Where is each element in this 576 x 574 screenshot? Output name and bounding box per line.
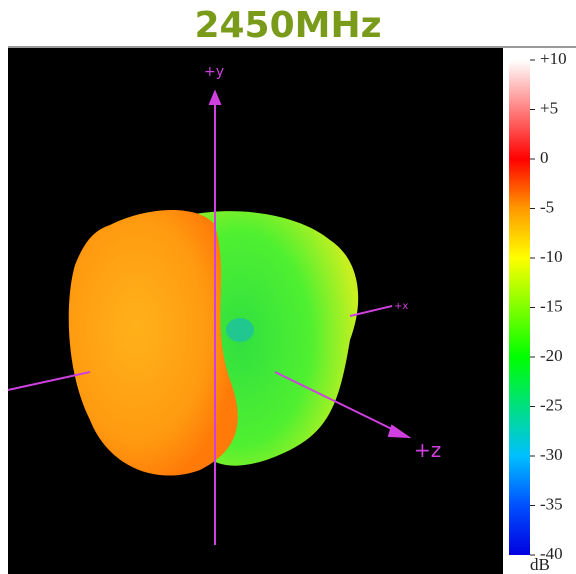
colorbar xyxy=(509,60,530,555)
colorbar-tick-label: -40 xyxy=(540,544,563,563)
colorbar-tick-label: 0 xyxy=(540,148,549,167)
colorbar-tick-label: -5 xyxy=(540,197,554,216)
axis-label: +z xyxy=(414,438,441,462)
colorbar-tick-label: -35 xyxy=(540,494,563,513)
colorbar-unit: dB xyxy=(530,555,550,574)
title: 2450MHz xyxy=(194,5,382,46)
null xyxy=(226,318,254,342)
colorbar-tick-label: -30 xyxy=(540,445,563,464)
axis-label: +y xyxy=(204,64,224,80)
axes xyxy=(7,89,412,545)
colorbar-tick-label: -10 xyxy=(540,247,563,266)
colorbar-tick-label: -20 xyxy=(540,346,563,365)
colorbar-tick-label: +5 xyxy=(540,98,558,117)
lobe-left xyxy=(68,210,238,476)
axis-label: +x xyxy=(394,301,408,312)
colorbar-tick-label: -15 xyxy=(540,296,563,315)
colorbar-tick-label: +10 xyxy=(540,49,567,68)
colorbar-tick-label: -25 xyxy=(540,395,563,414)
